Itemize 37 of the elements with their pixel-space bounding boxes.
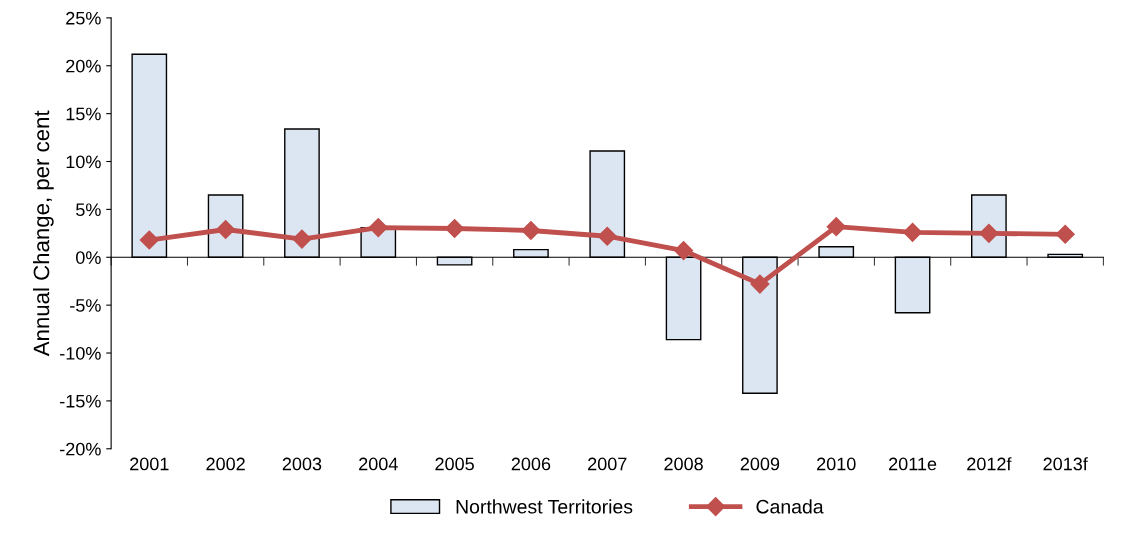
x-tick-label: 2002 <box>206 457 245 471</box>
y-tick-label: 10% <box>66 155 101 169</box>
x-tick-label: 2005 <box>435 457 474 471</box>
legend-label: Canada <box>756 499 824 514</box>
point <box>445 219 465 239</box>
legend-label: Northwest Territories <box>456 499 633 514</box>
point <box>597 226 617 246</box>
x-tick-label: 2013f <box>1043 457 1088 471</box>
point <box>1055 224 1075 244</box>
point <box>826 217 846 237</box>
x-tick-label: 2003 <box>282 457 322 471</box>
point <box>903 222 923 242</box>
x-tick-label: 2007 <box>588 457 627 471</box>
y-tick-label: -15% <box>60 394 101 408</box>
x-tick-label: 2004 <box>359 457 398 471</box>
y-axis-title: Annual Change, per cent <box>32 110 54 357</box>
x-tick-label: 2008 <box>664 457 703 471</box>
y-tick-label: -10% <box>60 346 101 360</box>
y-tick-label: 5% <box>76 203 101 217</box>
x-tick-label: 2011e <box>889 457 937 471</box>
point <box>292 229 312 249</box>
y-tick-label: 15% <box>66 107 101 121</box>
y-tick-label: 25% <box>66 11 101 25</box>
point <box>750 274 770 294</box>
y-tick-label: 20% <box>66 59 101 73</box>
x-tick-label: 2012f <box>967 457 1012 471</box>
y-tick-label: -5% <box>70 299 101 312</box>
point <box>674 241 694 261</box>
x-tick-label: 2009 <box>740 457 780 471</box>
point <box>139 230 159 250</box>
y-tick-label: -20% <box>60 442 101 456</box>
y-tick-label: 0% <box>76 251 101 264</box>
point <box>368 218 388 238</box>
point <box>521 220 541 240</box>
x-tick-label: 2006 <box>511 457 551 471</box>
x-tick-label: 2001 <box>130 457 169 471</box>
x-tick-label: 2010 <box>817 457 856 471</box>
